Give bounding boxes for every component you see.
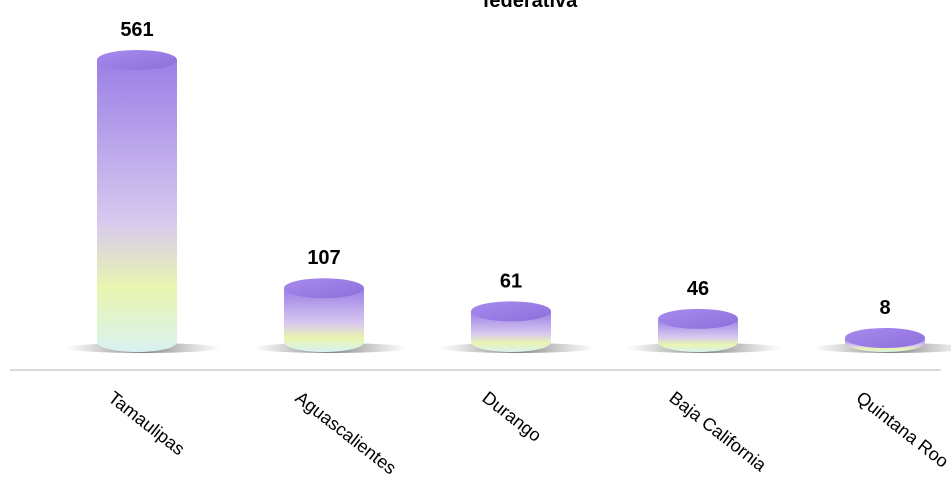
bar-durango (439, 301, 595, 353)
bar-top (471, 301, 551, 322)
bar-quintana-roo (813, 327, 951, 353)
data-label: 46 (687, 278, 709, 300)
bar-top (658, 308, 738, 329)
bar-aguascalientes (252, 278, 408, 353)
category-label: Tamaulipas (105, 387, 189, 459)
category-label: Baja California (666, 387, 771, 475)
category-label: Quintana Roo (853, 387, 951, 471)
bar-top (97, 50, 177, 70)
data-label: 8 (879, 297, 890, 319)
data-label: 61 (500, 270, 522, 292)
bar-top (845, 327, 925, 348)
bar-baja-california (626, 308, 782, 353)
bar-body (284, 288, 364, 352)
category-label: Aguascalientes (292, 387, 401, 478)
bar-tamaulipas (65, 50, 221, 353)
bar-top (284, 278, 364, 299)
bar-body (471, 311, 551, 352)
chart-title: federativa (482, 0, 578, 12)
category-label: Durango (479, 387, 546, 445)
data-label: 561 (120, 19, 153, 41)
bar-body (97, 60, 177, 352)
data-label: 107 (307, 247, 340, 269)
